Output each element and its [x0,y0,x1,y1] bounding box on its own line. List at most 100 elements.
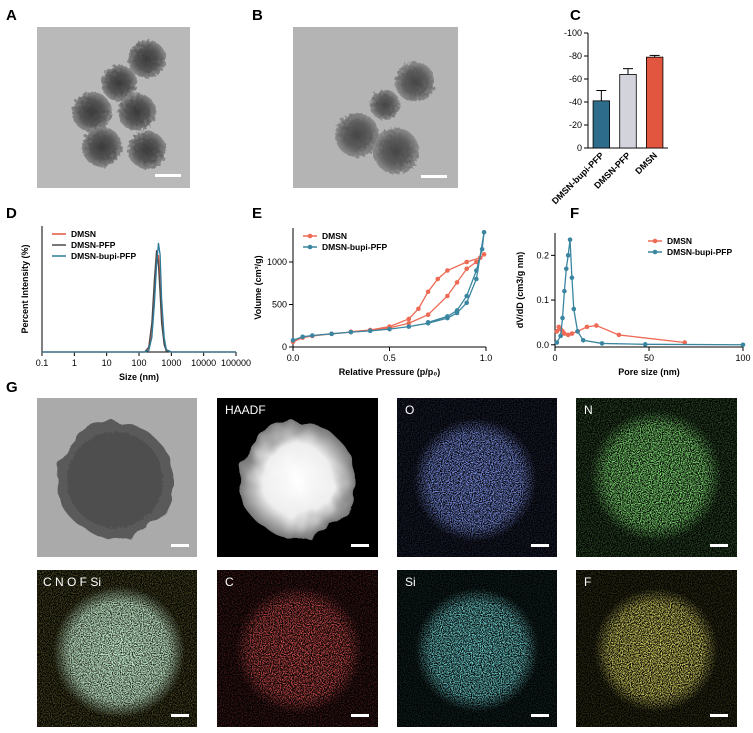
x-axis-title: Pore size (nm) [618,367,680,377]
panel-label: C [570,7,581,24]
legend-marker [652,238,658,244]
eds-map: Si [397,570,557,727]
y-tick-label: 0.1 [536,295,549,305]
data-point [560,315,565,321]
data-point [425,320,431,325]
eds-map: O [397,398,557,557]
panel-label: D [6,205,17,222]
data-point [594,323,599,328]
data-point [425,289,431,295]
data-point [563,266,569,272]
y-tick-label: 500 [272,300,287,310]
data-point [479,246,485,252]
y-axis-title: dV/dD (cm3/g nm) [515,252,525,329]
legend-label: DMSN [71,229,96,239]
data-point [571,306,577,312]
x-tick-label: 1.0 [480,353,493,363]
data-point [474,259,479,265]
y-tick-label: -60 [569,74,582,84]
x-tick-label: DMSN [633,150,659,176]
data-point [454,280,460,285]
data-point [445,293,450,299]
data-point [558,333,563,339]
data-point [565,332,571,338]
x-tick-label: 50 [644,353,654,363]
data-point [567,237,573,243]
data-point [406,320,412,326]
image-label: C N O F Si [43,575,101,589]
panel-label: G [6,379,18,396]
data-point [329,331,334,337]
data-point [435,276,441,282]
data-point [367,328,373,334]
data-point [406,316,412,322]
tem-image [293,27,458,188]
data-point [474,276,479,282]
data-point [445,268,450,273]
data-point [562,288,567,294]
legend-marker [307,233,313,239]
x-tick-label: 0 [552,353,557,363]
data-point [642,342,648,347]
eds-map: C [217,570,378,727]
data-point [290,337,296,343]
x-tick-label: 100000 [221,358,251,368]
haadf-image: HAADF [217,398,378,557]
y-tick-label: 0.2 [536,250,549,260]
data-point [464,259,470,265]
x-tick-label: 1000 [161,358,181,368]
legend-label: DMSN [322,231,347,241]
panel-label: F [570,205,579,222]
y-tick-label: 0 [577,143,582,153]
y-tick-label: 1000 [267,257,287,267]
series-line [42,242,236,353]
tem-image [37,27,190,188]
legend-label: DMSN-bupi-PFP [71,251,136,261]
data-point [474,268,479,273]
data-point [454,308,460,313]
image-label: C [225,575,234,589]
data-point [554,340,560,345]
data-point [565,253,571,258]
data-point [575,329,580,334]
data-point [554,329,560,334]
eds-map: C N O F Si [37,570,197,727]
data-point [569,331,575,336]
x-tick-label: 10 [102,358,112,368]
series-line [42,250,236,353]
eds-map: F [576,570,737,727]
data-point [616,332,622,338]
data-point [348,329,354,335]
data-point [464,300,470,306]
data-point [599,341,605,346]
legend-label: DMSN [667,236,692,246]
y-tick-label: -20 [569,120,582,130]
bar [646,56,664,149]
bar [619,74,637,149]
panel-label: A [6,7,17,24]
x-tick-label: 10000 [191,358,216,368]
x-tick-label: 0.0 [287,353,300,363]
legend-label: DMSN-bupi-PFP [322,242,387,252]
legend-label: DMSN-PFP [71,240,116,250]
x-tick-label: 1 [72,358,77,368]
tem-image [37,398,197,557]
legend-marker [652,249,658,255]
y-axis-title: Volume (cm³/g) [253,255,263,319]
data-point [406,324,412,329]
data-point [310,333,315,338]
data-point [464,293,470,299]
series-line [42,254,236,353]
y-axis-title: Percent Intensity (%) [20,244,30,333]
y-tick-label: -40 [569,97,582,107]
x-tick-label: 0.1 [36,358,49,368]
image-label: HAADF [225,403,266,417]
y-tick-label: -80 [569,51,582,61]
data-point [300,334,305,340]
data-point [682,340,688,345]
data-point [445,314,450,319]
image-label: O [405,403,414,417]
series-line [292,232,485,341]
image-label: F [584,575,591,589]
legend-marker [307,244,313,250]
